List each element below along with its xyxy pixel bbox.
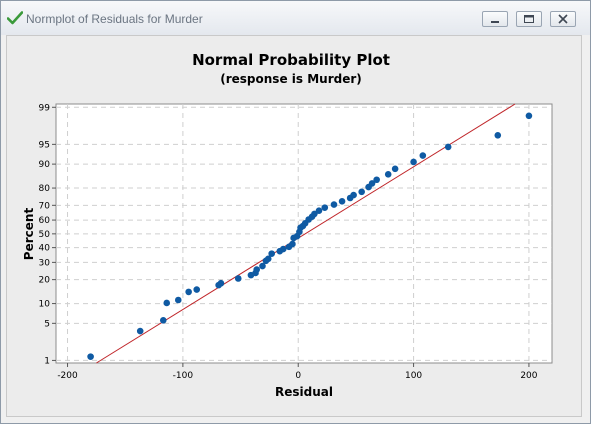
y-tick-label: 95: [39, 140, 50, 150]
y-tick-label: 99: [39, 103, 51, 113]
data-points: [87, 112, 533, 360]
data-point: [315, 207, 323, 214]
data-point: [185, 288, 192, 296]
y-tick-label: 20: [39, 276, 51, 286]
window-title: Normplot of Residuals for Murder: [26, 12, 203, 26]
y-tick-label: 40: [39, 244, 51, 254]
x-tick-label: -200: [57, 371, 78, 381]
axis-ticks: 1 5 10 20 30 40 50 60 70 80 90 95 99 -200 -100 0 100 200: [39, 103, 538, 381]
data-point: [338, 198, 346, 205]
data-point: [289, 240, 296, 248]
data-point: [311, 210, 318, 218]
data-point: [268, 250, 276, 257]
x-tick-label: 0: [295, 371, 301, 381]
data-point: [259, 262, 266, 270]
maximize-icon: [524, 15, 534, 23]
close-button[interactable]: [550, 11, 576, 27]
y-tick-label: 70: [39, 201, 51, 211]
data-point: [525, 112, 533, 120]
data-point: [419, 152, 427, 159]
x-tick-label: 100: [405, 371, 422, 381]
data-point: [234, 275, 242, 282]
data-point: [159, 317, 167, 324]
chart: Normal Probability Plot (response is Mur…: [22, 51, 553, 399]
data-point: [350, 191, 357, 199]
x-tick-label: -100: [173, 371, 194, 381]
x-axis-label: Residual: [275, 385, 333, 399]
data-point: [444, 143, 452, 151]
data-point: [136, 327, 144, 335]
data-point: [373, 176, 380, 184]
data-point: [87, 353, 94, 360]
data-point: [330, 201, 338, 208]
minimize-button[interactable]: [482, 11, 508, 27]
chart-title: Normal Probability Plot: [192, 51, 390, 69]
data-point: [279, 245, 287, 253]
y-tick-label: 5: [44, 319, 50, 329]
data-point: [494, 131, 502, 139]
data-point: [391, 165, 399, 173]
data-point: [368, 180, 376, 187]
maximize-button[interactable]: [516, 11, 542, 27]
data-point: [193, 286, 201, 293]
title-bar[interactable]: Normplot of Residuals for Murder: [1, 1, 590, 35]
check-icon: [7, 11, 23, 25]
grid-lines: [56, 104, 552, 363]
y-tick-label: 90: [39, 160, 51, 170]
data-point: [384, 171, 392, 178]
y-tick-label: 30: [39, 258, 51, 268]
data-point: [358, 188, 365, 196]
chart-subtitle: (response is Murder): [220, 72, 362, 86]
data-point: [253, 266, 261, 273]
y-tick-label: 1: [44, 356, 50, 366]
y-axis-label: Percent: [22, 208, 36, 261]
minimize-icon: [491, 21, 499, 23]
y-tick-label: 60: [39, 216, 51, 226]
close-icon: [558, 14, 568, 24]
y-tick-label: 10: [39, 300, 51, 310]
x-tick-label: 200: [520, 371, 537, 381]
y-tick-label: 50: [39, 230, 51, 240]
data-point: [217, 279, 225, 287]
data-point: [321, 204, 329, 211]
y-tick-label: 80: [39, 184, 51, 194]
data-point: [264, 255, 272, 263]
data-point: [163, 299, 171, 307]
data-point: [410, 158, 417, 166]
data-point: [174, 296, 182, 304]
